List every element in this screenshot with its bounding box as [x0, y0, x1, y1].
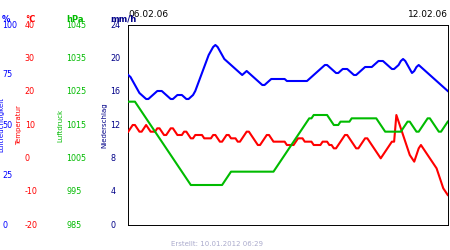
Text: 75: 75	[2, 70, 13, 80]
Text: 24: 24	[110, 20, 121, 30]
Text: 100: 100	[2, 20, 17, 30]
Text: 4: 4	[110, 187, 115, 196]
Text: %: %	[2, 15, 11, 24]
Text: 1035: 1035	[67, 54, 87, 63]
Text: 20: 20	[110, 54, 121, 63]
Text: 16: 16	[110, 87, 120, 96]
Text: mm/h: mm/h	[110, 15, 136, 24]
Text: Erstellt: 10.01.2012 06:29: Erstellt: 10.01.2012 06:29	[171, 242, 263, 248]
Text: Niederschlag: Niederschlag	[101, 102, 108, 148]
Text: 985: 985	[67, 220, 82, 230]
Text: 1005: 1005	[67, 154, 87, 163]
Text: 1025: 1025	[67, 87, 87, 96]
Text: Temperatur: Temperatur	[16, 105, 22, 145]
Text: 1045: 1045	[67, 20, 87, 30]
Text: 06.02.06: 06.02.06	[128, 10, 168, 19]
Text: 30: 30	[25, 54, 35, 63]
Text: 25: 25	[2, 170, 13, 179]
Text: -10: -10	[25, 187, 38, 196]
Text: 20: 20	[25, 87, 35, 96]
Text: 0: 0	[110, 220, 115, 230]
Text: 8: 8	[110, 154, 115, 163]
Text: 50: 50	[2, 120, 13, 130]
Text: 1015: 1015	[67, 120, 87, 130]
Text: 0: 0	[25, 154, 30, 163]
Text: 12.02.06: 12.02.06	[408, 10, 448, 19]
Text: -20: -20	[25, 220, 38, 230]
Text: 0: 0	[2, 220, 7, 230]
Text: 10: 10	[25, 120, 35, 130]
Text: 995: 995	[67, 187, 82, 196]
Text: hPa: hPa	[67, 15, 84, 24]
Text: Luftdruck: Luftdruck	[57, 108, 63, 142]
Text: 12: 12	[110, 120, 121, 130]
Text: °C: °C	[25, 15, 35, 24]
Text: Luftfeuchtigkeit: Luftfeuchtigkeit	[0, 98, 4, 152]
Text: 40: 40	[25, 20, 35, 30]
